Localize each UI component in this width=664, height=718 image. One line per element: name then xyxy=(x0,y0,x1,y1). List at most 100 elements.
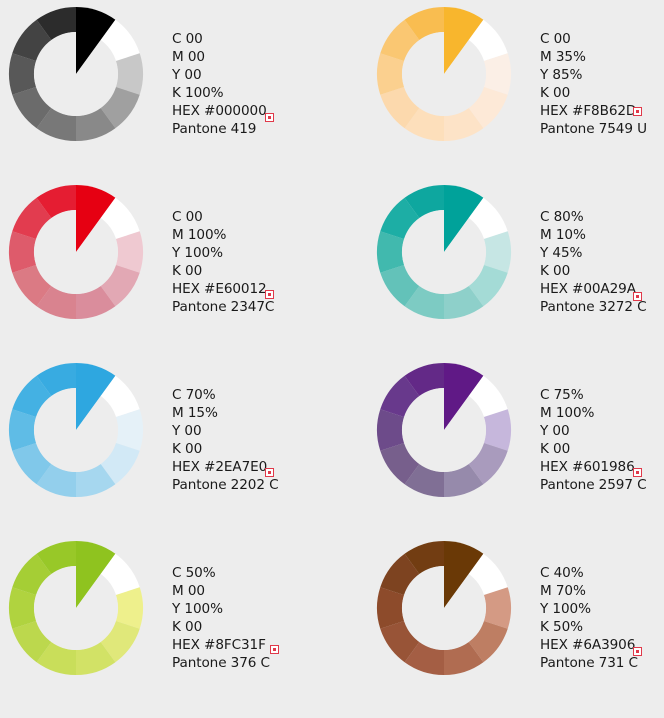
copy-icon[interactable] xyxy=(633,292,642,301)
copy-icon[interactable] xyxy=(265,290,274,299)
magenta-value: M 70% xyxy=(540,583,586,599)
wheel-segment xyxy=(444,107,484,141)
swatch-green: C 50% M 00 Y 100% K 00 HEX #8FC31F Pantone 37… xyxy=(8,540,338,718)
wheel-hole xyxy=(33,32,118,117)
color-spec: C 00 M 35% Y 85% K 00 HEX #F8B62D Pantone 754… xyxy=(540,30,647,138)
color-wheel xyxy=(8,541,143,675)
magenta-value: M 00 xyxy=(172,583,205,599)
cyan-value: C 50% xyxy=(172,565,216,581)
pantone-value: Pantone 376 C xyxy=(172,655,270,671)
color-wheel xyxy=(8,363,143,497)
wheel-segment xyxy=(468,19,508,62)
black-value: K 00 xyxy=(540,85,571,101)
wheel-segment xyxy=(12,197,52,240)
wheel-segment xyxy=(444,641,484,675)
wheel-segment xyxy=(380,197,420,240)
wheel-segment xyxy=(76,363,116,430)
hex-value: HEX #F8B62D xyxy=(540,103,637,119)
wheel-segment xyxy=(380,553,420,596)
color-wheel xyxy=(377,185,511,319)
wheel-segment xyxy=(377,231,405,273)
wheel-segment xyxy=(444,363,484,430)
magenta-value: M 10% xyxy=(540,227,586,243)
copy-icon[interactable] xyxy=(633,468,642,477)
wheel-segment xyxy=(12,264,52,307)
wheel-segment xyxy=(404,285,444,319)
hex-value: HEX #000000 xyxy=(172,103,267,119)
black-value: K 50% xyxy=(540,619,583,635)
wheel-segment xyxy=(76,541,116,608)
wheel-segment xyxy=(380,620,420,663)
yellow-value: Y 00 xyxy=(172,423,202,439)
copy-icon[interactable] xyxy=(633,107,642,116)
wheel-segment xyxy=(380,442,420,485)
black-value: K 00 xyxy=(540,263,571,279)
wheel-segment xyxy=(444,7,484,74)
copy-icon[interactable] xyxy=(265,468,274,477)
yellow-value: Y 100% xyxy=(172,245,223,261)
color-spec: C 00 M 100% Y 100% K 00 HEX #E60012 Pantone 2… xyxy=(172,208,274,316)
color-spec: C 00 M 00 Y 00 K 100% HEX #000000 Pantone 419 xyxy=(172,30,267,138)
cyan-value: C 00 xyxy=(172,209,203,225)
wheel-segment xyxy=(100,442,140,485)
wheel-segment xyxy=(468,197,508,240)
hex-value: HEX #00A29A xyxy=(540,281,636,297)
wheel-segment xyxy=(444,541,484,608)
pantone-value: Pantone 731 C xyxy=(540,655,638,671)
wheel-segment xyxy=(8,409,37,451)
wheel-segment xyxy=(468,442,508,485)
wheel-segment xyxy=(12,620,52,663)
yellow-value: Y 45% xyxy=(540,245,583,261)
wheel-segment xyxy=(404,185,444,219)
pantone-value: Pantone 2597 C xyxy=(540,477,647,493)
wheel-segment xyxy=(76,185,116,252)
wheel-segment xyxy=(36,641,76,675)
color-wheel xyxy=(377,541,511,675)
wheel-segment xyxy=(404,107,444,141)
pantone-value: Pantone 2347C xyxy=(172,299,275,315)
hex-value: HEX #601986 xyxy=(540,459,635,475)
wheel-hole xyxy=(33,566,118,650)
wheel-segment xyxy=(12,442,52,485)
copy-icon[interactable] xyxy=(270,645,279,654)
swatch-black: C 00 M 00 Y 00 K 100% HEX #000000 Pantone 419 xyxy=(8,6,338,184)
cyan-value: C 00 xyxy=(172,31,203,47)
color-wheel xyxy=(377,363,511,497)
wheel-segment xyxy=(100,264,140,307)
black-value: K 100% xyxy=(172,85,224,101)
wheel-segment xyxy=(483,231,511,273)
wheel-segment xyxy=(12,19,52,62)
wheel-segment xyxy=(36,541,76,575)
hex-value: HEX #6A3906 xyxy=(540,637,636,653)
wheel-segment xyxy=(404,6,444,41)
wheel-segment xyxy=(483,409,511,451)
wheel-segment xyxy=(100,620,140,663)
cyan-value: C 00 xyxy=(540,31,571,47)
wheel-segment xyxy=(12,375,52,418)
wheel-segment xyxy=(468,375,508,418)
wheel-segment xyxy=(100,86,140,129)
hex-value: HEX #8FC31F xyxy=(172,637,266,653)
wheel-hole xyxy=(402,388,486,472)
wheel-segment xyxy=(115,231,143,273)
color-spec: C 80% M 10% Y 45% K 00 HEX #00A29A Pantone 32… xyxy=(540,208,647,316)
wheel-segment xyxy=(76,285,116,319)
wheel-hole xyxy=(402,566,486,650)
black-value: K 00 xyxy=(172,263,203,279)
wheel-segment xyxy=(468,553,508,596)
black-value: K 00 xyxy=(540,441,571,457)
wheel-segment xyxy=(100,375,140,418)
swatch-brown: C 40% M 70% Y 100% K 50% HEX #6A3906 Pantone … xyxy=(376,540,664,718)
wheel-segment xyxy=(8,231,37,273)
wheel-segment xyxy=(76,107,116,141)
swatch-teal: C 80% M 10% Y 45% K 00 HEX #00A29A Pantone 32… xyxy=(376,184,664,362)
hex-value: HEX #2EA7E0 xyxy=(172,459,268,475)
wheel-segment xyxy=(483,587,511,629)
wheel-segment xyxy=(404,641,444,675)
copy-icon[interactable] xyxy=(265,113,274,122)
copy-icon[interactable] xyxy=(633,647,642,656)
color-spec: C 50% M 00 Y 100% K 00 HEX #8FC31F Pantone 37… xyxy=(172,564,270,672)
magenta-value: M 100% xyxy=(172,227,227,243)
yellow-value: Y 85% xyxy=(540,67,583,83)
wheel-segment xyxy=(36,285,76,319)
